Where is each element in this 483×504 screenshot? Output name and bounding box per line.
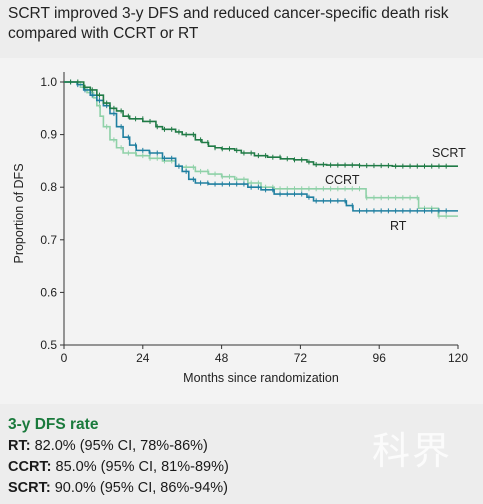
x-axis-label: Months since randomization [183, 371, 339, 385]
series-rt-line [64, 81, 458, 212]
y-axis-label: Proportion of DFS [12, 163, 26, 263]
page-title: SCRT improved 3-y DFS and reduced cancer… [8, 5, 449, 42]
stats-heading: 3-y DFS rate [8, 416, 99, 433]
series-label-ccrt: CCRT [325, 173, 360, 187]
series-ccrt-line [64, 81, 458, 217]
stats-row-ccrt: CCRT: 85.0% (95% CI, 81%-89%) [8, 457, 229, 478]
x-tick-label: 48 [215, 351, 229, 365]
stats-ccrt-value: 85.0% (95% CI, 81%-89%) [51, 459, 229, 475]
y-tick-label: 0.6 [40, 285, 57, 299]
series-scrt-line [64, 81, 458, 167]
x-tick-label: 96 [373, 351, 387, 365]
x-tick-label: 24 [136, 351, 150, 365]
chart-panel [0, 58, 483, 404]
stats-scrt-label: SCRT: [8, 480, 51, 496]
x-tick-label: 0 [61, 351, 68, 365]
y-tick-label: 0.9 [40, 128, 57, 142]
watermark: 科界 [372, 429, 453, 473]
y-tick-label: 0.8 [40, 180, 57, 194]
y-tick-label: 0.5 [40, 338, 57, 352]
x-tick-label: 72 [294, 351, 308, 365]
series-label-rt: RT [390, 219, 407, 233]
stats-scrt-value: 90.0% (95% CI, 86%-94%) [50, 480, 229, 496]
dfs-chart: 0.5 0.6 0.7 0.8 0.9 1.0 0 24 48 72 96 120 Months sin… [12, 72, 468, 385]
stats-rt-value: 82.0% (95% CI, 78%-86%) [30, 438, 208, 454]
dfs-stats: 3-y DFS rate RT: 82.0% (95% CI, 78%-86%)… [8, 414, 229, 499]
stats-row-scrt: SCRT: 90.0% (95% CI, 86%-94%) [8, 478, 229, 499]
stats-rt-label: RT: [8, 438, 31, 454]
stats-ccrt-label: CCRT: [8, 459, 52, 475]
series-label-scrt: SCRT [432, 146, 466, 160]
x-tick-label: 120 [448, 351, 468, 365]
y-tick-label: 1.0 [40, 75, 57, 89]
stats-row-rt: RT: 82.0% (95% CI, 78%-86%) [8, 436, 229, 457]
y-tick-label: 0.7 [40, 233, 57, 247]
